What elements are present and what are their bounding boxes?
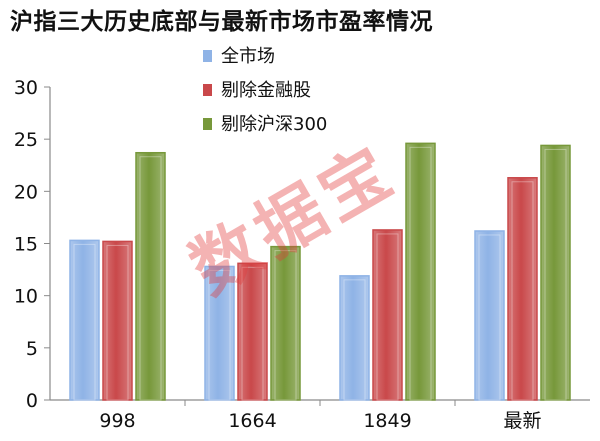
bar-series-group (69, 142, 571, 401)
y-tick-label: 15 (14, 234, 38, 256)
legend-swatch (203, 84, 212, 96)
legend-label: 全市场 (221, 46, 275, 67)
y-tick-label: 0 (26, 390, 38, 412)
bar-highlight (241, 266, 264, 401)
bar (135, 151, 166, 401)
bar-highlight (511, 181, 534, 401)
legend-swatch (203, 50, 212, 62)
bar-highlight (139, 156, 162, 401)
bar (405, 142, 436, 401)
bar (69, 239, 100, 401)
bar (507, 177, 538, 401)
x-tick-label: 1664 (228, 410, 276, 432)
legend-label: 剔除沪深300 (221, 114, 327, 135)
bar (372, 229, 403, 401)
bar-highlight (376, 233, 399, 401)
y-tick-label: 10 (14, 286, 38, 308)
bar (204, 265, 235, 401)
bar (102, 240, 133, 401)
bar-highlight (106, 244, 129, 401)
bar (474, 230, 505, 401)
bar-highlight (544, 148, 567, 401)
legend-swatch (203, 118, 212, 130)
legend-label: 剔除金融股 (221, 80, 311, 101)
bar-highlight (274, 250, 297, 401)
bar-highlight (73, 243, 96, 401)
bar (237, 262, 268, 401)
x-tick-label: 998 (99, 410, 135, 432)
bar (540, 144, 571, 401)
bar-highlight (208, 269, 231, 401)
chart-title: 沪指三大历史底部与最新市场市盈率情况 (10, 9, 433, 35)
y-tick-label: 30 (14, 77, 38, 99)
y-tick-label: 5 (26, 338, 38, 360)
chart-axes: 0 5 10 15 20 25 30 998 1664 1849 最新 (14, 77, 590, 432)
bar (339, 275, 370, 401)
y-tick-label: 20 (14, 181, 38, 203)
x-tick-label: 1849 (363, 410, 411, 432)
bar-highlight (478, 234, 501, 401)
bar-highlight (343, 279, 366, 401)
bar-highlight (409, 146, 432, 401)
x-tick-label: 最新 (503, 410, 541, 432)
y-tick-label: 25 (14, 129, 38, 151)
bar (270, 245, 301, 401)
